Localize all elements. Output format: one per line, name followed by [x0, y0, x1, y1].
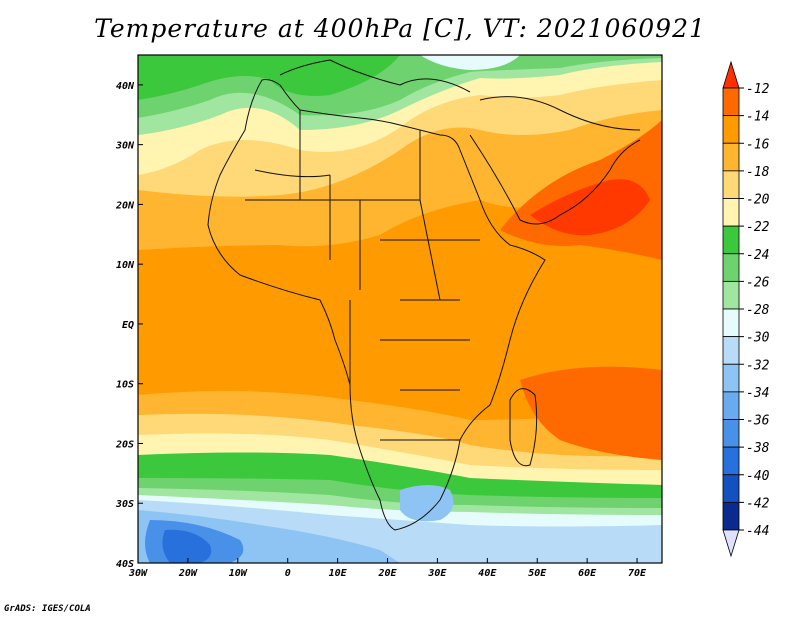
colorbar-swatch: [722, 225, 740, 255]
colorbar-swatch: [722, 170, 740, 199]
colorbar-label: -24: [746, 248, 769, 263]
colorbar-swatch: [722, 529, 740, 558]
colorbar-swatch: [722, 336, 740, 365]
colorbar-swatch: [722, 115, 740, 144]
colorbar-swatch: [722, 142, 740, 172]
lon-tick-label: 20E: [377, 568, 397, 579]
colorbar-swatch: [722, 363, 740, 393]
temperature-field: [138, 55, 662, 563]
colorbar-label: -40: [746, 469, 770, 484]
lon-tick-label: 50E: [528, 568, 547, 579]
colorbar-label: -42: [746, 496, 770, 511]
colorbar-label: -34: [746, 386, 769, 401]
longitude-axis: 30W 20W 10W 0 10E 20E 30E 40E 50E 60E 70E: [128, 558, 647, 579]
colorbar-swatch: [722, 419, 740, 448]
lon-tick-label: 40E: [478, 568, 497, 579]
lat-tick-label: EQ: [122, 320, 134, 331]
colorbar-swatch: [722, 308, 740, 338]
plot-frame: [137, 54, 663, 564]
colorbar-label: -18: [746, 165, 770, 180]
grads-credit: GrADS: IGES/COLA: [4, 604, 91, 614]
colorbar-swatch: [722, 501, 740, 531]
lon-tick-label: 10W: [229, 568, 248, 579]
lat-tick-label: 20N: [115, 200, 135, 211]
lat-tick-label: 40S: [116, 559, 134, 570]
colorbar-swatch: [722, 87, 740, 117]
colorbar-swatch: [722, 280, 740, 310]
colorbar-swatch: [722, 474, 740, 503]
lat-tick-label: 10S: [116, 380, 134, 391]
colorbar-swatch: [722, 60, 740, 89]
colorbar-swatch: [722, 446, 740, 476]
colorbar-label: -16: [746, 137, 770, 152]
lon-tick-label: 30W: [128, 568, 148, 579]
lon-tick-label: 30E: [427, 568, 447, 579]
lat-tick-label: 30N: [115, 141, 135, 152]
latitude-axis: 40N 30N 20N 10N EQ 10S 20S 30S 40S: [115, 81, 143, 570]
lat-tick-label: 40N: [116, 81, 135, 92]
lon-tick-label: 70E: [628, 568, 647, 579]
colorbar-label: -22: [746, 220, 770, 235]
map-title: Temperature at 400hPa [C], VT: 202106092…: [94, 14, 706, 43]
colorbar-label: -12: [746, 82, 770, 97]
colorbar: -12 -14 -16 -18 -20 -22 -24 -26 -28 -30 -32 -34 -36 -…: [722, 60, 770, 558]
lon-tick-label: 60E: [578, 568, 597, 579]
country-borders: [207, 59, 641, 531]
colorbar-label: -20: [746, 193, 770, 208]
colorbar-swatch: [722, 391, 740, 420]
lon-tick-label: 10E: [329, 568, 348, 579]
colorbar-label: -26: [746, 275, 770, 290]
lat-tick-label: 20S: [115, 439, 134, 450]
colorbar-label: -32: [746, 358, 770, 373]
colorbar-label: -28: [746, 303, 770, 318]
colorbar-label: -38: [746, 441, 770, 456]
lat-tick-label: 30S: [115, 499, 134, 510]
colorbar-swatch: [722, 198, 740, 227]
colorbar-label: -36: [746, 414, 770, 429]
lon-tick-label: 20W: [178, 568, 198, 579]
colorbar-label: -14: [746, 110, 769, 125]
lat-tick-label: 10N: [116, 260, 135, 271]
colorbar-swatch: [722, 253, 740, 282]
colorbar-label: -44: [746, 524, 769, 539]
colorbar-label: -30: [746, 331, 770, 346]
lon-tick-label: 0: [285, 568, 291, 579]
